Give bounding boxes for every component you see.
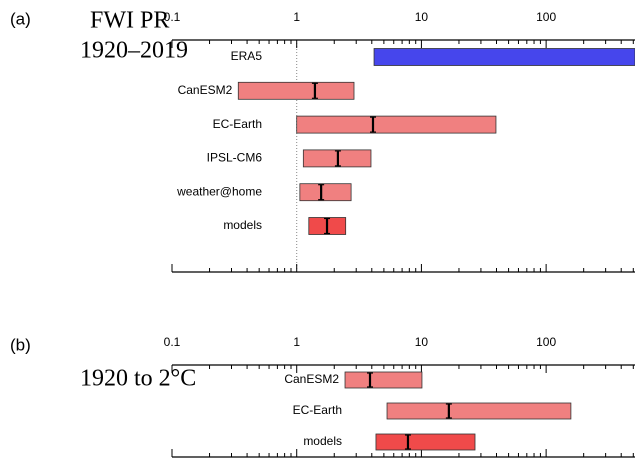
row-label: EC-Earth — [293, 403, 342, 417]
row-label: CanESM2 — [284, 372, 339, 386]
row-label: CanESM2 — [178, 83, 233, 97]
panel-title: FWI PR — [90, 8, 169, 34]
x-tick-label: 10 — [415, 335, 429, 349]
row-label: models — [223, 218, 262, 232]
range-bar — [299, 183, 352, 202]
row-label: ERA5 — [231, 49, 263, 63]
range-bar — [373, 48, 635, 66]
row-label: weather@home — [176, 184, 262, 198]
range-bar — [375, 433, 476, 451]
row-label: models — [303, 434, 342, 448]
range-bar — [386, 402, 572, 420]
panel-label: (a) — [10, 9, 31, 28]
x-tick-label: 100 — [536, 10, 556, 24]
panel-title: 1920 to 2°C — [80, 366, 196, 392]
row-label: IPSL-CM6 — [207, 151, 263, 165]
panel-subtitle: 1920–2019 — [80, 38, 188, 64]
x-tick-label: 10 — [415, 10, 429, 24]
panel-label: (b) — [10, 335, 31, 354]
row-label: EC-Earth — [213, 117, 262, 131]
x-tick-label: 1 — [293, 335, 300, 349]
x-tick-label: 100 — [536, 335, 556, 349]
range-bar — [237, 81, 355, 100]
x-tick-label: 1 — [293, 10, 300, 24]
x-tick-label: 0.1 — [164, 10, 181, 24]
range-bar — [344, 371, 423, 389]
x-tick-label: 0.1 — [164, 335, 181, 349]
range-bar — [296, 115, 497, 134]
